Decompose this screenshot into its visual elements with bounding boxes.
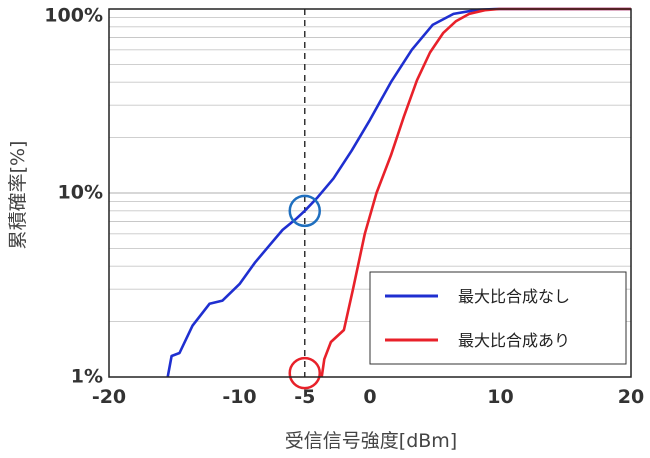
y-tick-label: 10%	[58, 182, 103, 204]
x-tick-label: 20	[618, 386, 644, 408]
y-axis-label: 累積確率[%]	[7, 141, 29, 250]
legend-box	[369, 271, 627, 365]
legend: 最大比合成なし 最大比合成あり	[369, 271, 627, 365]
annotations	[288, 194, 321, 390]
series-line-0	[166, 7, 631, 378]
x-axis-ticks: -20 -10 -5 0 10 20	[92, 386, 644, 408]
annotation-circle-1	[288, 356, 321, 390]
annotation-circle-0	[288, 194, 321, 228]
x-axis-label: 受信信号強度[dBm]	[285, 430, 457, 452]
x-tick-label: -10	[222, 386, 256, 408]
x-tick-label: 0	[363, 386, 376, 408]
y-tick-label: 100%	[44, 5, 103, 27]
x-tick-label: -5	[294, 386, 315, 408]
y-axis-ticks: 1% 10% 100%	[44, 5, 103, 388]
plot-area-frame	[108, 8, 632, 378]
grid-lines	[109, 16, 631, 323]
legend-label-with-mrc: 最大比合成あり	[458, 331, 570, 350]
x-tick-label: 10	[487, 386, 513, 408]
x-tick-label: -20	[92, 386, 126, 408]
series-lines	[166, 7, 631, 378]
legend-label-no-mrc: 最大比合成なし	[458, 287, 570, 306]
y-tick-label: 1%	[71, 366, 103, 388]
series-line-1	[320, 7, 631, 378]
